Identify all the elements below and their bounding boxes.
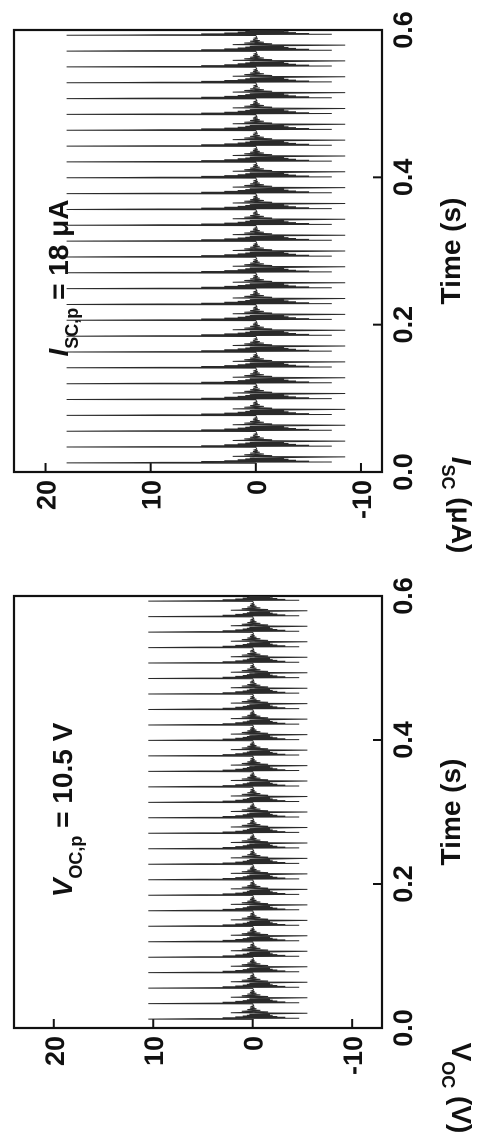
x-tick-label: 0.0: [388, 1009, 418, 1047]
y-tick-label: 20: [32, 480, 62, 510]
series-line: [148, 595, 308, 1020]
y-tick-label: 10: [137, 480, 167, 510]
y-axis-title: ISC (μA): [438, 457, 477, 554]
peak-annotation: VOC,p = 10.5 V: [47, 722, 86, 897]
y-tick-label: 0: [242, 480, 272, 495]
current-panel: -10 0 10 20 0.0 0.2 0.4 0.6 Time (s) ISC (μA) ISC,…: [12, 11, 477, 554]
y-tick-label: 20: [40, 1036, 70, 1066]
x-axis-title: Time (s): [435, 198, 466, 305]
x-tick-label: 0.4: [388, 159, 418, 197]
x-tick-label: 0.6: [388, 577, 418, 615]
y-tick-label: 10: [139, 1036, 169, 1066]
y-tick-label: 0: [239, 1036, 269, 1051]
y-tick-label: -10: [338, 1036, 368, 1075]
x-tick-label: 0.6: [388, 11, 418, 49]
plot-frame: [12, 594, 384, 1030]
peak-annotation: ISC,p = 18 μA: [43, 200, 82, 357]
x-tick-label: 0.0: [388, 453, 418, 491]
x-tick-label: 0.2: [388, 306, 418, 344]
series-line: [66, 29, 346, 464]
plot-frame: [12, 28, 384, 474]
y-axis-title: VOC (V): [438, 1043, 477, 1134]
voltage-panel: -10 0 10 20 0.0 0.2 0.4 0.6 Time (s) VOC (V) VOC,p…: [12, 577, 477, 1134]
y-tick-label: -10: [347, 480, 377, 519]
x-tick-label: 0.2: [388, 865, 418, 903]
x-axis-title: Time (s): [435, 759, 466, 866]
x-tick-label: 0.4: [388, 721, 418, 759]
